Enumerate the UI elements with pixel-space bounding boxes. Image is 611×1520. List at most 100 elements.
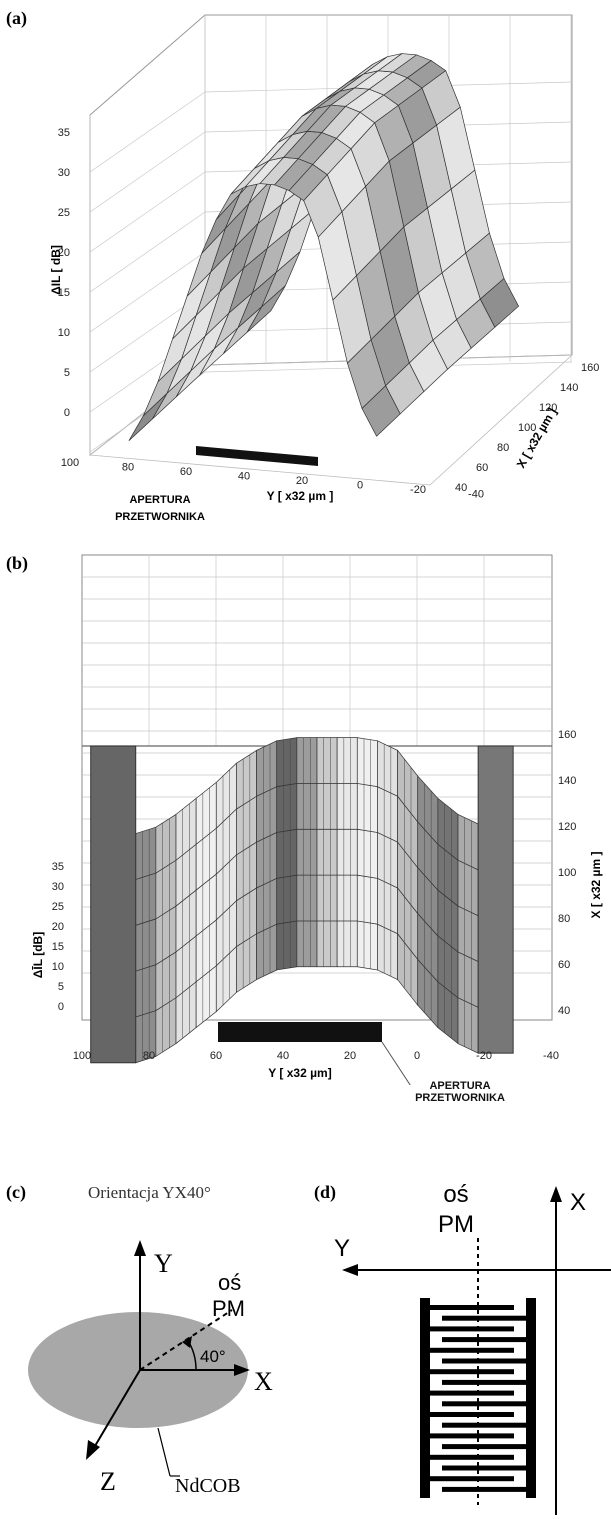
idt-finger xyxy=(442,1315,526,1321)
idt-finger xyxy=(442,1337,526,1343)
chart-a-xtick: 160 xyxy=(581,362,599,374)
idt-finger xyxy=(430,1390,514,1396)
surface-b-cell xyxy=(316,874,338,922)
surface-b-cell xyxy=(296,783,318,830)
chart-a-ytick: 40 xyxy=(238,471,250,483)
surface-b-cell xyxy=(256,740,278,797)
panel-a: 0 5 10 15 20 25 30 35 100 80 60 40 20 0 -20 -40 40 60 80… xyxy=(0,0,611,530)
idt-finger xyxy=(430,1412,514,1417)
diagram-d-svg: (d) oś PM Y X xyxy=(314,1181,611,1515)
idt-busbar-left xyxy=(420,1298,430,1498)
surface-b-wall-left xyxy=(90,745,137,1064)
chart-a-ztick: 0 xyxy=(64,407,70,419)
idt-finger xyxy=(442,1358,526,1364)
idt-finger xyxy=(430,1305,514,1310)
panel-a-label: (a) xyxy=(6,8,27,29)
surface-b-cell xyxy=(336,828,358,876)
chart-a-ytick: -20 xyxy=(410,484,426,496)
panel-c-label: (c) xyxy=(6,1182,26,1203)
surface-b-cell xyxy=(356,828,378,879)
surface-b-cell xyxy=(336,737,358,784)
pm-label-line2: PM xyxy=(212,1296,245,1321)
chart-b-ztick: 15 xyxy=(52,941,64,953)
surface-b-wall-right xyxy=(477,745,514,1054)
surface-b-cell xyxy=(356,783,378,833)
aperture-bar-b xyxy=(218,1022,382,1042)
aperture-label-b-line1: APERTURA xyxy=(429,1080,491,1092)
chart-b-xlabel: X [ x32 µm ] xyxy=(589,852,603,919)
axis-z-label: Z xyxy=(100,1467,116,1496)
chart-b-xtick: 100 xyxy=(558,867,576,879)
chart-b-xtick: 160 xyxy=(558,729,576,741)
surface-b-cell xyxy=(135,872,157,926)
angle-arrow-icon xyxy=(182,1336,192,1348)
chart-a-ztick: 35 xyxy=(58,127,70,139)
surface-b-cell xyxy=(276,737,298,788)
chart-a-ytick: 80 xyxy=(122,462,134,474)
chart-b-ztick: 10 xyxy=(52,961,64,973)
axis-y-d-label: Y xyxy=(334,1235,350,1262)
surface-b-cell xyxy=(316,920,338,968)
surface-b-cell xyxy=(276,874,298,925)
panel-d: (d) oś PM Y X xyxy=(300,1170,611,1515)
idt-finger xyxy=(430,1454,514,1460)
diagram-c-svg: (c) Orientacja YX40° Y X Z oś PM 40° NdC… xyxy=(6,1182,273,1497)
idt-finger xyxy=(442,1401,526,1407)
axis-x-label: X xyxy=(254,1367,273,1396)
aperture-label-a-line2: PRZETWORNIKA xyxy=(115,511,205,523)
chart-b-xtick: 140 xyxy=(558,775,576,787)
panel-c: (c) Orientacja YX40° Y X Z oś PM 40° NdC… xyxy=(0,1170,300,1515)
chart-a-ylabel: Y [ x32 µm ] xyxy=(267,489,334,503)
chart-b-ztick: 20 xyxy=(52,921,64,933)
chart-a-svg: 0 5 10 15 20 25 30 35 100 80 60 40 20 0 -20 -40 40 60 80… xyxy=(6,8,599,523)
surface-b-cell xyxy=(356,874,378,925)
axis-y-label: Y xyxy=(154,1249,173,1278)
surface-b-cell xyxy=(135,918,157,972)
chart-a-ytick: -40 xyxy=(468,489,484,501)
surface-b-cell xyxy=(356,737,378,788)
chart-b-ytick: 60 xyxy=(210,1050,222,1062)
chart-b-xtick: 80 xyxy=(558,913,570,925)
axis-y-arrow-icon xyxy=(134,1240,146,1256)
surface-b-cell xyxy=(316,828,338,876)
surface-b-cell xyxy=(457,813,479,871)
surface-b-cell xyxy=(336,920,358,968)
chart-a-surface xyxy=(128,53,520,442)
chart-b-ztick: 0 xyxy=(58,1001,64,1013)
axis-x-arrow-icon xyxy=(234,1364,250,1376)
panel-d-label: (d) xyxy=(314,1182,336,1203)
crystal-label: NdCOB xyxy=(175,1475,241,1497)
aperture-label-a-line1: APERTURA xyxy=(129,494,190,506)
chart-b-ztick: 5 xyxy=(58,981,64,993)
chart-a-ztick: 15 xyxy=(58,287,70,299)
chart-a-ztick: 30 xyxy=(58,167,70,179)
surface-b-cell xyxy=(296,828,318,876)
panel-b-label: (b) xyxy=(6,553,28,574)
idt-finger xyxy=(442,1465,526,1471)
chart-b-ytick: -20 xyxy=(476,1050,492,1062)
surface-b-cell xyxy=(316,737,338,784)
chart-b-svg: 0 5 10 15 20 25 30 35 100 80 60 40 20 0 -20 -40 40 60 80… xyxy=(6,553,603,1101)
surface-b-cell xyxy=(336,783,358,830)
angle-label: 40° xyxy=(200,1347,226,1366)
surface-b-cell xyxy=(135,826,157,880)
chart-b-ytick: 40 xyxy=(277,1050,289,1062)
aperture-bar-a xyxy=(196,446,318,466)
aperture-label-b: APERTURA PRZETWORNIKA xyxy=(390,1080,530,1104)
idt-busbar-right xyxy=(526,1298,536,1498)
chart-a-ztick: 25 xyxy=(58,207,70,219)
chart-a-xtick: 40 xyxy=(455,482,467,494)
surface-b-cell xyxy=(135,964,157,1018)
panel-c-title: Orientacja YX40° xyxy=(88,1183,211,1202)
chart-a-zlabel: ΔIL [ dB] xyxy=(49,245,63,295)
chart-a-ytick: 20 xyxy=(296,475,308,487)
surface-a-cell xyxy=(479,277,520,328)
chart-b-ytick: 100 xyxy=(73,1050,91,1062)
chart-b-ytick: 80 xyxy=(143,1050,155,1062)
surface-b-cell xyxy=(296,737,318,784)
idt-finger xyxy=(442,1486,526,1492)
chart-a-xtick: 100 xyxy=(518,422,536,434)
chart-a-xtick: 140 xyxy=(560,382,578,394)
idt-finger xyxy=(430,1433,514,1439)
chart-a-xtick: 120 xyxy=(539,402,557,414)
